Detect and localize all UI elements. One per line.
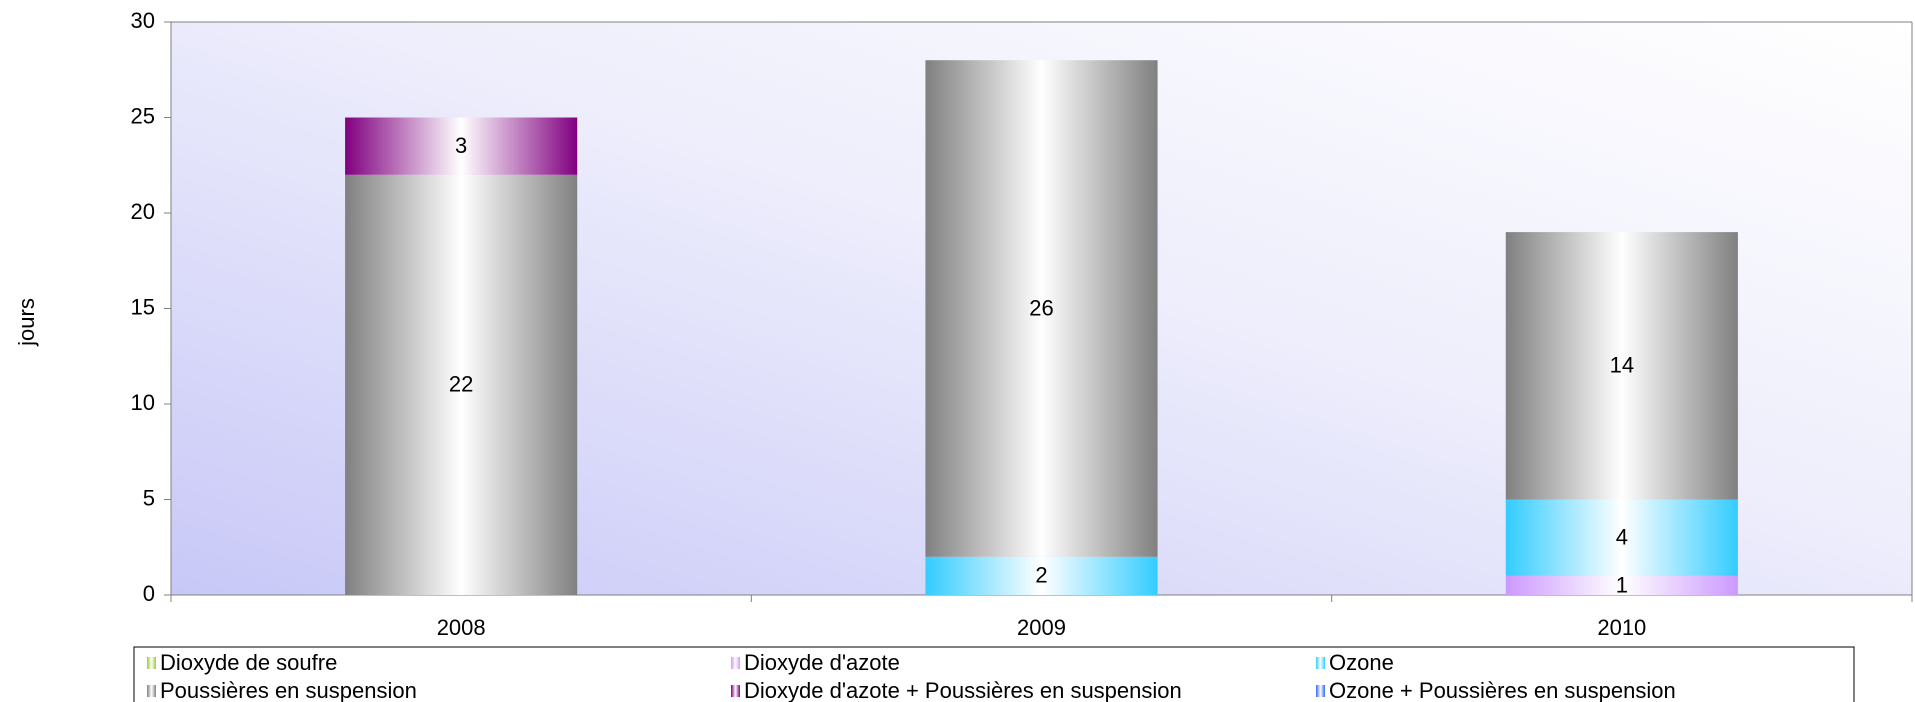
y-tick-label: 0 xyxy=(143,581,155,606)
data-label: 26 xyxy=(1029,295,1053,320)
bar-segment xyxy=(1505,232,1738,500)
legend-swatch xyxy=(1316,685,1325,697)
x-tick-label: 2009 xyxy=(1017,615,1066,640)
legend-swatch xyxy=(147,685,156,697)
legend-label: Dioxyde de soufre xyxy=(160,650,337,675)
bar-segment xyxy=(925,556,1158,595)
y-tick-label: 30 xyxy=(131,8,155,33)
legend-swatch xyxy=(731,657,740,669)
bar-segment xyxy=(345,174,578,596)
legend-swatch xyxy=(147,657,156,669)
y-tick-label: 25 xyxy=(131,103,155,128)
data-label: 1 xyxy=(1616,572,1628,597)
data-label: 14 xyxy=(1610,353,1634,378)
data-label: 22 xyxy=(449,372,473,397)
data-label: 4 xyxy=(1616,525,1628,550)
y-tick-label: 10 xyxy=(131,390,155,415)
legend-label: Ozone xyxy=(1329,650,1394,675)
y-tick-label: 20 xyxy=(131,199,155,224)
legend-swatch xyxy=(731,685,740,697)
bar-segment xyxy=(345,117,578,175)
legend-box xyxy=(133,646,1855,702)
y-axis-label: jours xyxy=(14,298,39,347)
bar-segment xyxy=(925,60,1158,557)
bar-segment xyxy=(1505,499,1738,576)
y-tick-label: 5 xyxy=(143,485,155,510)
y-tick-label: 15 xyxy=(131,294,155,319)
x-tick-label: 2008 xyxy=(437,615,486,640)
legend-label: Poussières en suspension xyxy=(160,678,417,702)
bar-segment xyxy=(1505,575,1738,595)
legend-label: Dioxyde d'azote xyxy=(744,650,900,675)
x-tick-label: 2010 xyxy=(1597,615,1646,640)
legend-label: Dioxyde d'azote + Poussières en suspensi… xyxy=(744,678,1182,702)
legend-swatch xyxy=(1316,657,1325,669)
legend-label: Ozone + Poussières en suspension xyxy=(1329,678,1676,702)
data-label: 2 xyxy=(1035,563,1047,588)
data-label: 3 xyxy=(455,133,467,158)
